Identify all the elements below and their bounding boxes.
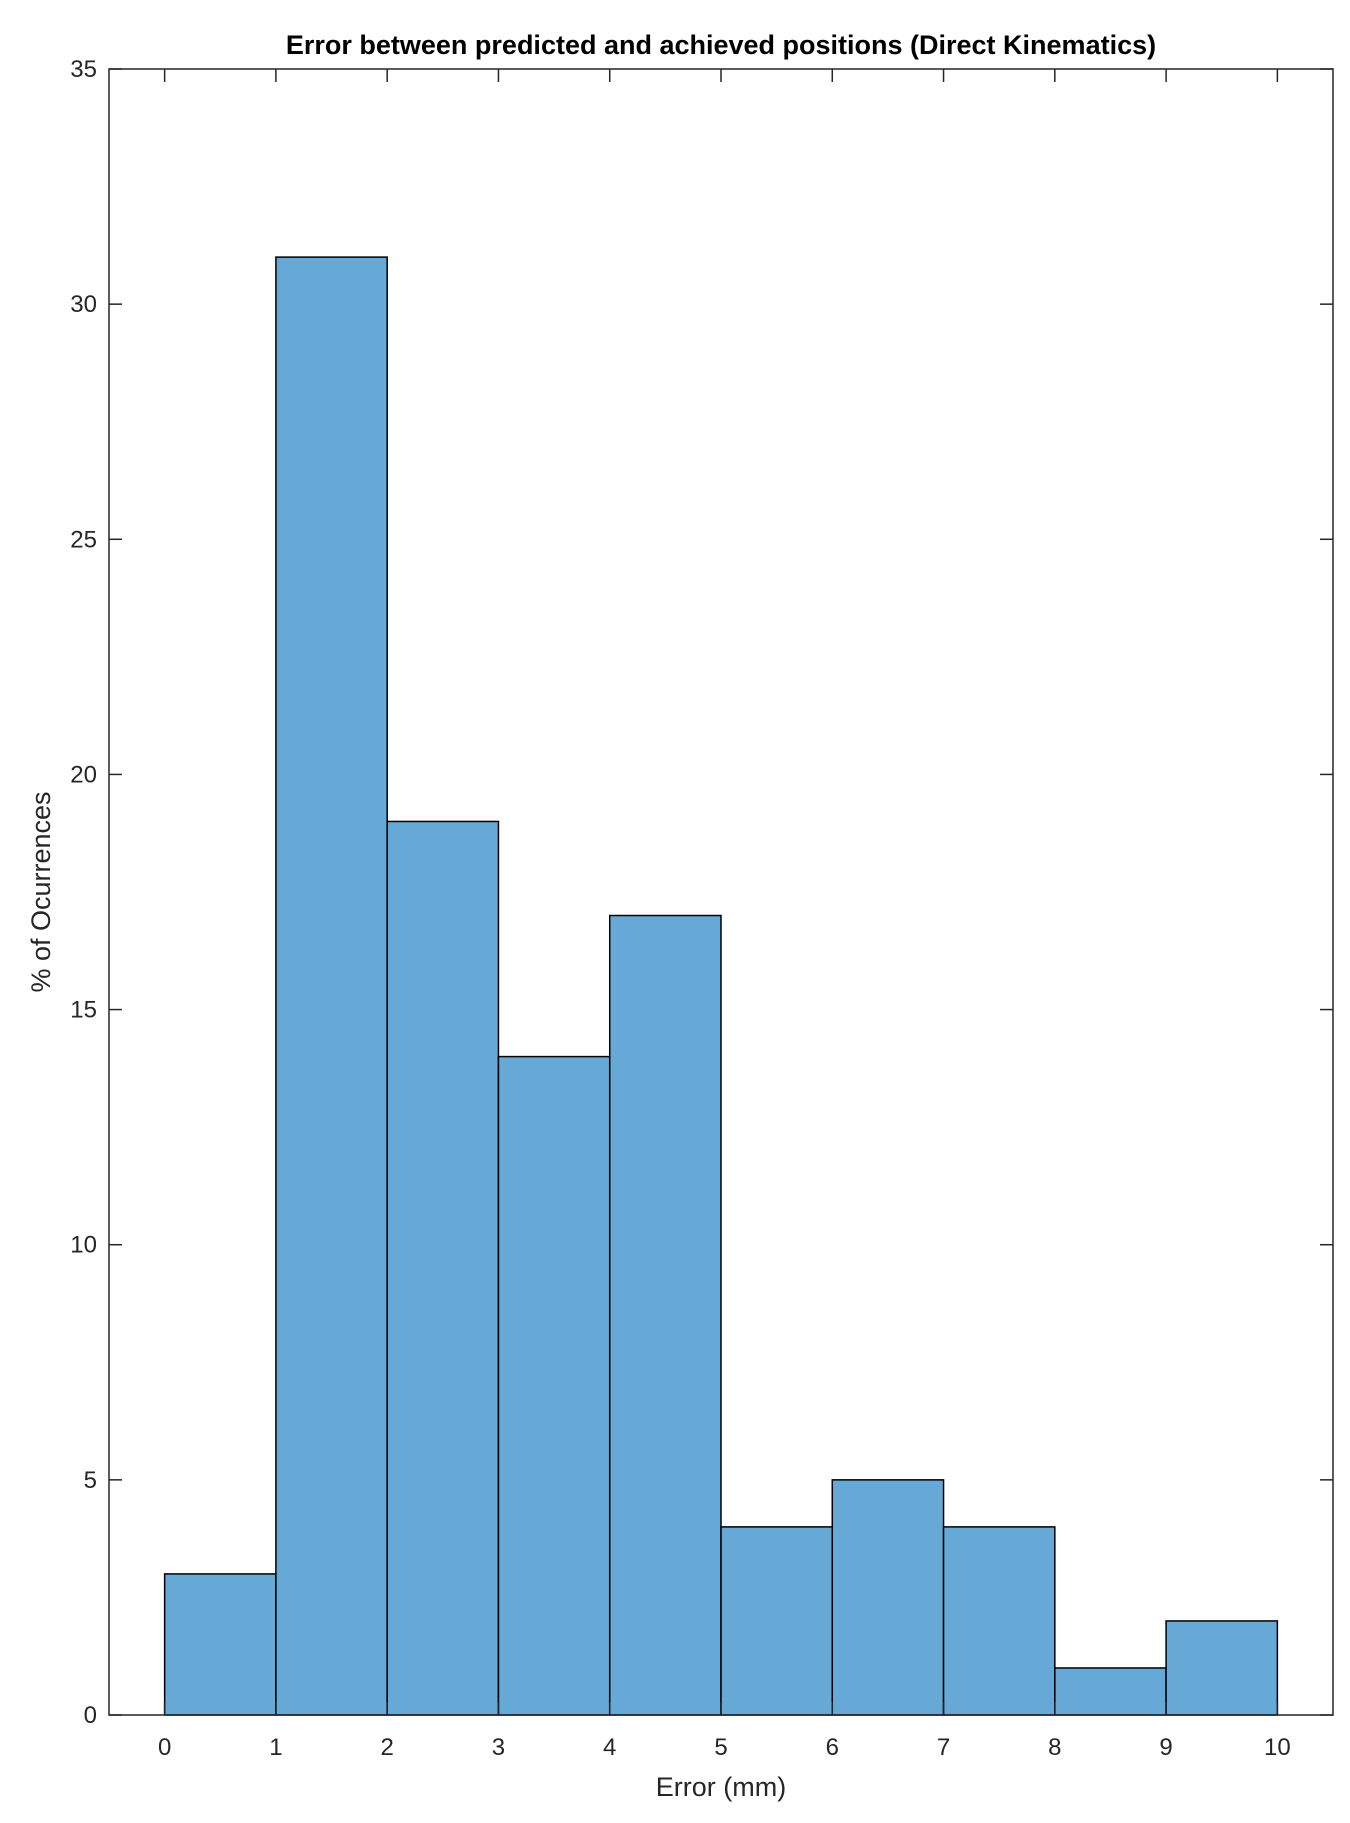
histogram-bar — [1054, 1667, 1167, 1716]
histogram-bar — [386, 820, 500, 1716]
y-tick-label: 20 — [70, 761, 97, 788]
histogram-bar — [275, 256, 388, 1716]
y-axis-label: % of Ocurrences — [26, 791, 56, 992]
bars — [163, 256, 1279, 1716]
histogram-bar — [1165, 1620, 1279, 1716]
histogram-bar — [942, 1526, 1056, 1716]
y-tick-label: 15 — [70, 997, 97, 1024]
y-tick-label: 35 — [70, 56, 97, 83]
y-tick-label: 0 — [84, 1702, 97, 1729]
x-tick-label: 7 — [937, 1734, 950, 1761]
y-tick-label: 10 — [70, 1232, 97, 1259]
x-tick-label: 1 — [269, 1734, 282, 1761]
x-tick-label: 8 — [1048, 1734, 1061, 1761]
x-tick-label: 0 — [158, 1734, 171, 1761]
y-tick-label: 25 — [70, 526, 97, 553]
histogram-bar — [720, 1526, 834, 1716]
x-tick-label: 5 — [714, 1734, 727, 1761]
x-tick-label: 9 — [1159, 1734, 1172, 1761]
histogram-bar — [497, 1055, 611, 1716]
x-tick-label: 3 — [492, 1734, 505, 1761]
x-tick-label: 2 — [381, 1734, 394, 1761]
x-tick-label: 6 — [826, 1734, 839, 1761]
axis-ticks: 0 1 2 3 4 5 6 7 8 9 10 0 5 10 15 20 25 30 35 — [70, 56, 1333, 1761]
x-tick-label: 10 — [1264, 1734, 1291, 1761]
x-axis-label: Error (mm) — [656, 1772, 786, 1802]
y-tick-label: 5 — [84, 1467, 97, 1494]
histogram-bar — [831, 1479, 945, 1716]
histogram-bar — [608, 914, 722, 1716]
histogram-bar — [163, 1573, 277, 1716]
x-tick-label: 4 — [603, 1734, 616, 1761]
chart-title: Error between predicted and achieved pos… — [286, 30, 1156, 60]
y-tick-label: 30 — [70, 291, 97, 318]
